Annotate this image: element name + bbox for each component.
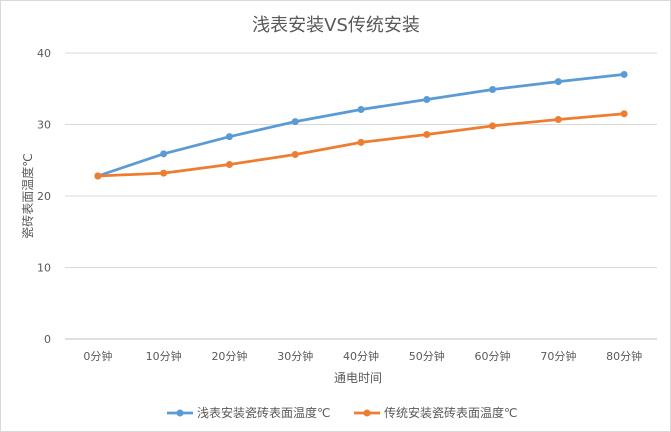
data-point bbox=[423, 131, 431, 139]
legend-marker bbox=[176, 409, 184, 417]
chart-title: 浅表安装VS传统安装 bbox=[252, 15, 420, 36]
series-line bbox=[96, 73, 626, 178]
data-point bbox=[489, 85, 497, 93]
data-point bbox=[94, 172, 102, 180]
data-point bbox=[423, 95, 431, 103]
data-point bbox=[160, 150, 168, 158]
x-axis-ticks: 0分钟 10分钟 20分钟 30分钟 40分钟 50分钟 60分钟 70分钟 80分钟 bbox=[83, 349, 642, 363]
gridlines bbox=[65, 52, 657, 340]
series-1 bbox=[94, 70, 628, 180]
legend-item: 浅表安装瓷砖表面温度℃ bbox=[167, 405, 330, 420]
y-tick-label: 40 bbox=[37, 47, 51, 60]
x-tick-label: 10分钟 bbox=[146, 349, 182, 363]
data-point bbox=[554, 115, 562, 123]
x-tick-label: 80分钟 bbox=[606, 349, 642, 363]
data-point bbox=[291, 118, 299, 126]
data-point bbox=[225, 133, 233, 141]
x-tick-label: 50分钟 bbox=[409, 349, 445, 363]
y-axis-ticks: 0 10 20 30 40 bbox=[37, 47, 51, 346]
legend-marker bbox=[363, 409, 371, 417]
data-point bbox=[291, 151, 299, 159]
y-axis-title: 瓷砖表面温度℃ bbox=[20, 153, 35, 238]
data-point bbox=[620, 110, 628, 118]
y-tick-label: 10 bbox=[37, 262, 51, 275]
data-point bbox=[160, 169, 168, 177]
series-layer bbox=[94, 70, 628, 180]
x-tick-label: 70分钟 bbox=[540, 349, 576, 363]
x-tick-label: 0分钟 bbox=[83, 349, 112, 363]
x-axis-title: 通电时间 bbox=[334, 371, 382, 385]
y-tick-label: 0 bbox=[44, 333, 51, 346]
data-point bbox=[554, 78, 562, 86]
data-point bbox=[357, 138, 365, 146]
y-tick-label: 20 bbox=[37, 190, 51, 203]
legend-item: 传统安装瓷砖表面温度℃ bbox=[354, 405, 517, 420]
data-point bbox=[357, 105, 365, 113]
legend-label: 浅表安装瓷砖表面温度℃ bbox=[197, 405, 330, 420]
data-point bbox=[620, 70, 628, 78]
x-tick-label: 60分钟 bbox=[475, 349, 511, 363]
x-tick-label: 30分钟 bbox=[277, 349, 313, 363]
x-tick-label: 20分钟 bbox=[211, 349, 247, 363]
data-point bbox=[225, 161, 233, 169]
x-tick-label: 40分钟 bbox=[343, 349, 379, 363]
legend: 浅表安装瓷砖表面温度℃ 传统安装瓷砖表面温度℃ bbox=[167, 405, 517, 420]
series-2 bbox=[94, 110, 628, 180]
legend-label: 传统安装瓷砖表面温度℃ bbox=[384, 405, 517, 420]
data-point bbox=[489, 122, 497, 130]
y-tick-label: 30 bbox=[37, 119, 51, 132]
